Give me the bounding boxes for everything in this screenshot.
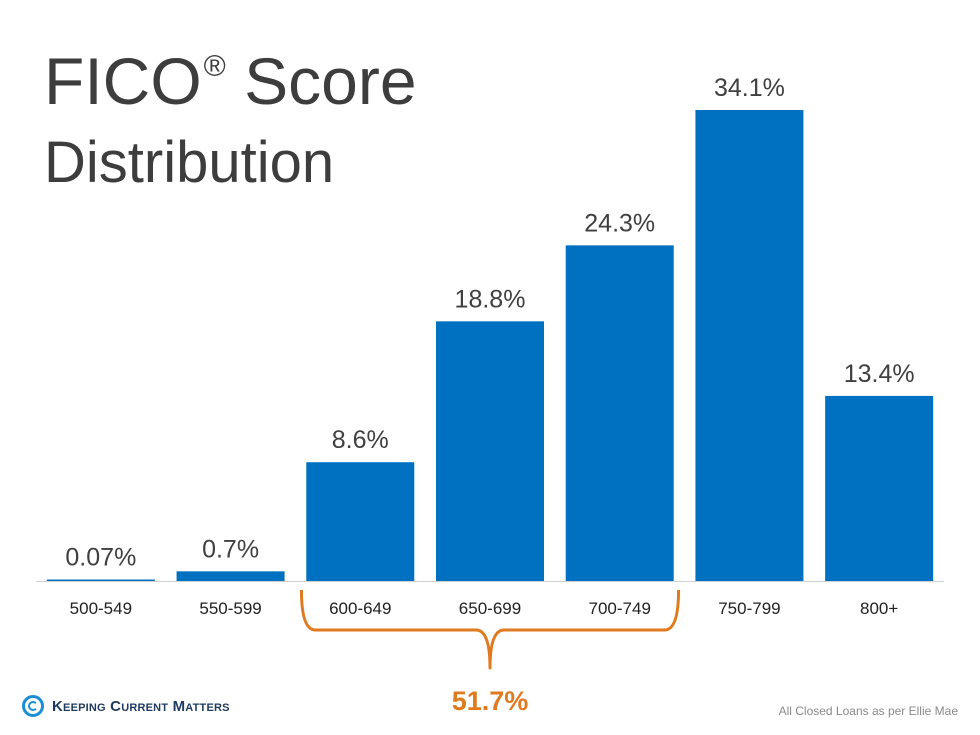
bar-550-599 [176, 571, 285, 581]
source-note: All Closed Loans as per Ellie Mae [778, 704, 958, 718]
bar-650-699 [436, 321, 544, 581]
x-tick-label-700-749: 700-749 [589, 599, 651, 618]
x-tick-label-600-649: 600-649 [329, 599, 391, 618]
bar-600-649 [306, 462, 415, 581]
data-label-600-649: 8.6% [332, 426, 389, 454]
x-tick-label-500-549: 500-549 [70, 599, 132, 618]
data-label-500-549: 0.07% [65, 544, 136, 572]
x-tick-label-750-799: 750-799 [718, 599, 780, 618]
title-score: Score [244, 44, 417, 118]
logo-text: Keeping Current Matters [52, 697, 230, 715]
x-tick-label-550-599: 550-599 [199, 599, 261, 618]
bar-750-799 [695, 110, 804, 581]
chart-title: FICO® Score Distribution [44, 48, 417, 192]
data-label-550-599: 0.7% [202, 535, 259, 563]
data-label-700-749: 24.3% [584, 209, 655, 237]
title-line-2: Distribution [44, 130, 335, 195]
x-tick-label-650-699: 650-699 [459, 599, 521, 618]
title-line-1: FICO® Score [44, 48, 417, 114]
footer-logo: Keeping Current Matters [22, 695, 230, 717]
data-label-650-699: 18.8% [455, 285, 526, 313]
kcm-swirl-icon [22, 695, 44, 717]
data-label-800+: 13.4% [844, 360, 915, 388]
bar-800+ [825, 395, 934, 581]
title-fico: FICO [44, 44, 202, 118]
annotation-label: 51.7% [452, 686, 529, 716]
annotation-brace [299, 589, 681, 670]
registered-mark: ® [203, 50, 226, 83]
bar-500-549 [46, 579, 155, 581]
data-label-750-799: 34.1% [714, 74, 785, 102]
bar-700-749 [565, 245, 674, 581]
x-tick-label-800+: 800+ [860, 599, 898, 618]
